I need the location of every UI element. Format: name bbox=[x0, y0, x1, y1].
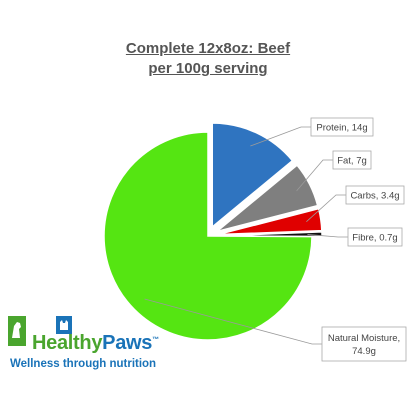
leader-line-1 bbox=[296, 159, 333, 192]
logo-trademark: ™ bbox=[152, 336, 159, 344]
pie-slice-2 bbox=[217, 207, 323, 236]
dog-cat-logo-icon bbox=[8, 316, 72, 346]
pie-slice-1 bbox=[216, 164, 319, 233]
logo-name-part2: Paws bbox=[102, 332, 153, 354]
data-label-4: Natural Moisture, 74.9g bbox=[328, 333, 400, 357]
label-box-0 bbox=[310, 117, 374, 137]
pie-slice-4 bbox=[103, 131, 313, 341]
data-label-1: Fat, 7g bbox=[337, 156, 367, 167]
pie-slice-3 bbox=[217, 231, 323, 238]
label-box-3 bbox=[347, 227, 403, 247]
leader-line-0 bbox=[250, 126, 311, 147]
leader-line-3 bbox=[307, 234, 348, 238]
data-label-0: Protein, 14g bbox=[316, 123, 367, 134]
logo-name-part1: Healthy bbox=[32, 332, 103, 354]
brand-logo: HealthyPaws™ Wellness through nutrition bbox=[8, 314, 208, 376]
logo-tagline: Wellness through nutrition bbox=[10, 358, 157, 370]
pie-slice-0 bbox=[211, 122, 294, 229]
chart-subtitle: per 100g serving bbox=[148, 60, 268, 77]
data-label-2: Carbs, 3.4g bbox=[350, 191, 399, 202]
logo-name: HealthyPaws™ bbox=[32, 332, 159, 355]
leader-line-2 bbox=[306, 194, 346, 222]
label-box-2 bbox=[345, 185, 405, 205]
data-label-3: Fibre, 0.7g bbox=[352, 233, 397, 244]
label-box-1 bbox=[332, 150, 372, 170]
label-box-4 bbox=[321, 326, 407, 362]
leader-line-4 bbox=[144, 298, 322, 345]
chart-title: Complete 12x8oz: Beef bbox=[125, 40, 291, 57]
